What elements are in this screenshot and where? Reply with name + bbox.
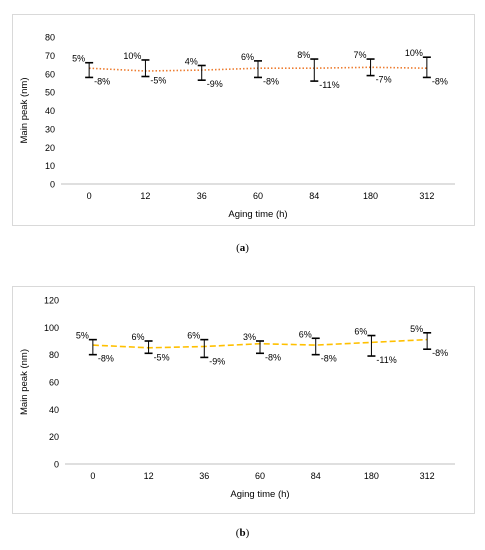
chart1-ytick-label-3: 60 — [49, 378, 59, 388]
chart1-label-upper-0: 5% — [76, 331, 89, 341]
chart0-label-lower-6: -8% — [432, 76, 448, 86]
chart0-label-upper-0: 5% — [72, 54, 85, 64]
chart1-ytick-label-0: 0 — [54, 460, 59, 470]
chart1-label-lower-2: -9% — [209, 356, 225, 366]
chart1-xtick-label-3: 60 — [255, 471, 265, 481]
chart0-label-lower-0: -8% — [94, 76, 110, 86]
chart0-xtick-label-5: 180 — [363, 191, 378, 201]
chart0-ytick-label-7: 70 — [45, 51, 55, 61]
chart0-ytick-label-8: 80 — [45, 33, 55, 43]
chart0-xtick-label-1: 12 — [140, 191, 150, 201]
chart1-xtick-label-5: 180 — [364, 471, 379, 481]
chart1-label-upper-1: 6% — [132, 332, 145, 342]
caption-b-letter: b — [239, 527, 246, 539]
chart0-label-upper-4: 8% — [297, 50, 310, 60]
chart-panel-b: 0 20 40 60 80 100 120 0 12 36 60 84 180 312 Aging time… — [12, 286, 475, 514]
chart1-label-upper-4: 6% — [299, 329, 312, 339]
chart0-xtick-label-0: 0 — [87, 191, 92, 201]
chart0-label-upper-3: 6% — [241, 52, 254, 62]
chart1-x-axis-title: Aging time (h) — [230, 489, 289, 500]
chart-a-svg: 0 10 20 30 40 50 60 70 80 0 12 36 60 84 180 312 Aging ti… — [19, 33, 455, 220]
chart1-label-upper-6: 5% — [410, 324, 423, 334]
chart1-xtick-label-1: 12 — [144, 471, 154, 481]
chart0-xtick-label-3: 60 — [253, 191, 263, 201]
chart0-ytick-label-0: 0 — [50, 180, 55, 190]
chart1-label-upper-3: 3% — [243, 332, 256, 342]
caption-a-letter: a — [239, 242, 246, 254]
chart0-ytick-label-6: 60 — [45, 69, 55, 79]
chart-b-svg: 0 20 40 60 80 100 120 0 12 36 60 84 180 312 Aging time… — [19, 296, 455, 500]
chart1-label-lower-3: -8% — [265, 352, 281, 362]
chart0-ytick-label-2: 20 — [45, 143, 55, 153]
chart1-ytick-label-1: 20 — [49, 432, 59, 442]
chart1-xtick-label-2: 36 — [199, 471, 209, 481]
chart0-label-upper-5: 7% — [354, 50, 367, 60]
chart1-ytick-label-4: 80 — [49, 350, 59, 360]
chart1-label-lower-0: -8% — [98, 354, 114, 364]
chart0-label-upper-6: 10% — [405, 48, 423, 58]
chart1-xtick-label-4: 84 — [311, 471, 321, 481]
caption-b: (b) — [235, 527, 250, 539]
chart0-label-lower-5: -7% — [376, 75, 392, 85]
chart1-label-lower-4: -8% — [321, 354, 337, 364]
chart0-y-axis-title: Main peak (nm) — [19, 78, 30, 144]
chart1-y-axis-title: Main peak (nm) — [19, 349, 30, 415]
chart0-label-lower-3: -8% — [263, 76, 279, 86]
chart1-label-upper-2: 6% — [187, 331, 200, 341]
chart1-xtick-label-0: 0 — [90, 471, 95, 481]
chart0-ytick-label-4: 40 — [45, 106, 55, 116]
chart1-ytick-label-5: 100 — [44, 323, 59, 333]
chart0-xtick-label-6: 312 — [419, 191, 434, 201]
chart0-label-upper-2: 4% — [185, 56, 198, 66]
chart1-ytick-label-6: 120 — [44, 296, 59, 306]
chart0-xtick-label-2: 36 — [197, 191, 207, 201]
chart0-x-axis-title: Aging time (h) — [228, 209, 287, 220]
chart-panel-a: 0 10 20 30 40 50 60 70 80 0 12 36 60 84 180 312 Aging ti… — [12, 14, 475, 226]
chart0-ytick-label-1: 10 — [45, 161, 55, 171]
chart0-ytick-label-3: 30 — [45, 124, 55, 134]
chart0-ytick-label-5: 50 — [45, 88, 55, 98]
chart0-label-lower-2: -9% — [207, 79, 223, 89]
chart0-label-lower-4: -11% — [319, 80, 339, 90]
chart1-label-lower-1: -5% — [154, 352, 170, 362]
chart1-xtick-label-6: 312 — [420, 471, 435, 481]
chart0-label-upper-1: 10% — [123, 51, 141, 61]
caption-a: (a) — [236, 242, 249, 254]
chart1-label-upper-5: 6% — [354, 327, 367, 337]
chart0-xtick-label-4: 84 — [309, 191, 319, 201]
chart1-label-lower-5: -11% — [376, 355, 396, 365]
chart0-label-lower-1: -5% — [150, 76, 166, 86]
chart1-label-lower-6: -8% — [432, 348, 448, 358]
chart1-ytick-label-2: 40 — [49, 405, 59, 415]
